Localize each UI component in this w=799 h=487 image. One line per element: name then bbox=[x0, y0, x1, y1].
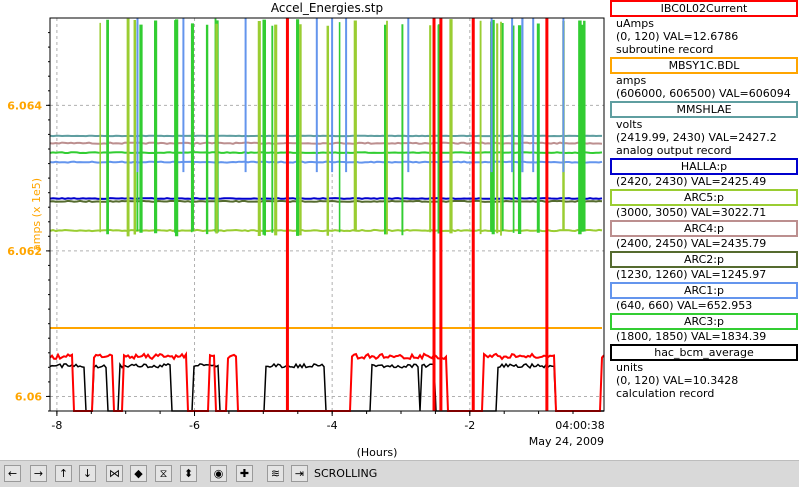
scroll-left-button[interactable]: ← bbox=[4, 465, 21, 482]
x-tick-label: -4 bbox=[327, 419, 338, 432]
series-line bbox=[50, 364, 604, 411]
x-tick-label: -6 bbox=[189, 419, 200, 432]
zoom-in-x-icon: ⋈ bbox=[109, 467, 120, 480]
fit-button[interactable]: ≋ bbox=[267, 465, 284, 482]
zoom-out-y-icon: ⬍ bbox=[184, 467, 193, 480]
scroll-end-button[interactable]: ⇥ bbox=[291, 465, 308, 482]
series-line bbox=[50, 354, 604, 411]
legend-entry-detail: (2420, 2430) VAL=2425.49 bbox=[616, 175, 766, 188]
legend-entry-name[interactable]: ARC2:p bbox=[610, 251, 798, 268]
legend-entry-detail: volts bbox=[616, 118, 642, 131]
legend-entry-detail: (0, 120) VAL=10.3428 bbox=[616, 374, 738, 387]
y-axis-label: amps (x 1e5) bbox=[30, 178, 43, 251]
scroll-down-button[interactable]: ↓ bbox=[79, 465, 96, 482]
scroll-right-button[interactable]: → bbox=[30, 465, 47, 482]
legend-entry-name[interactable]: MBSY1C.BDL bbox=[610, 57, 798, 74]
zoom-out-x-icon: ◆ bbox=[134, 467, 142, 480]
legend-entry-detail: units bbox=[616, 361, 643, 374]
legend-entry-detail: (0, 120) VAL=12.6786 bbox=[616, 30, 738, 43]
status-text: SCROLLING bbox=[314, 467, 377, 480]
legend-entry-name[interactable]: MMSHLAE bbox=[610, 101, 798, 118]
x-tick-label: -2 bbox=[464, 419, 475, 432]
legend-entry-detail: (640, 660) VAL=652.953 bbox=[616, 299, 752, 312]
legend-entry-name[interactable]: IBC0L02Current bbox=[610, 0, 798, 17]
legend-entry-name[interactable]: ARC4:p bbox=[610, 220, 798, 237]
legend-entry-detail: calculation record bbox=[616, 387, 714, 400]
legend-entry-detail: analog output record bbox=[616, 144, 732, 157]
fit-icon: ≋ bbox=[271, 467, 280, 480]
legend-entry-detail: (2400, 2450) VAL=2435.79 bbox=[616, 237, 766, 250]
scroll-end-icon: ⇥ bbox=[295, 467, 304, 480]
x-end-date: May 24, 2009 bbox=[529, 435, 604, 448]
y-tick-label: 6.064 bbox=[7, 99, 42, 112]
legend-entry-name[interactable]: ARC5:p bbox=[610, 189, 798, 206]
zoom-in-x-button[interactable]: ⋈ bbox=[106, 465, 123, 482]
legend-entry-detail: uAmps bbox=[616, 17, 654, 30]
zoom-in-y-button[interactable]: ⧖ bbox=[155, 465, 172, 482]
legend-entry-detail: (606000, 606500) VAL=606094 bbox=[616, 87, 791, 100]
legend-entry-name[interactable]: HALLA:p bbox=[610, 158, 798, 175]
legend-entry-detail: (1800, 1850) VAL=1834.39 bbox=[616, 330, 766, 343]
x-tick-label: -8 bbox=[51, 419, 62, 432]
center-button[interactable]: ✚ bbox=[236, 465, 253, 482]
center-icon: ✚ bbox=[240, 467, 249, 480]
x-axis-label: (Hours) bbox=[357, 446, 398, 459]
zoom-in-y-icon: ⧖ bbox=[160, 467, 168, 480]
scroll-right-icon: → bbox=[34, 467, 43, 480]
legend-entry-name[interactable]: ARC3:p bbox=[610, 313, 798, 330]
autoscale-icon: ◉ bbox=[214, 467, 224, 480]
toolbar: ← → ↑ ↓ ⋈ ◆ ⧖ ⬍ ◉ ✚ ≋ ⇥ SCROLLING bbox=[0, 460, 799, 487]
legend-entry-detail: subroutine record bbox=[616, 43, 713, 56]
zoom-out-x-button[interactable]: ◆ bbox=[130, 465, 147, 482]
legend-entry-name[interactable]: ARC1:p bbox=[610, 282, 798, 299]
scroll-up-icon: ↑ bbox=[59, 467, 68, 480]
legend-entry-detail: amps bbox=[616, 74, 646, 87]
x-end-time: 04:00:38 bbox=[555, 419, 604, 432]
autoscale-button[interactable]: ◉ bbox=[210, 465, 227, 482]
y-tick-label: 6.06 bbox=[15, 390, 42, 403]
legend-entry-name[interactable]: hac_bcm_average bbox=[610, 344, 798, 361]
scroll-left-icon: ← bbox=[8, 467, 17, 480]
scroll-up-button[interactable]: ↑ bbox=[55, 465, 72, 482]
legend-entry-detail: (2419.99, 2430) VAL=2427.2 bbox=[616, 131, 777, 144]
legend-entry-detail: (3000, 3050) VAL=3022.71 bbox=[616, 206, 766, 219]
legend-entry-detail: (1230, 1260) VAL=1245.97 bbox=[616, 268, 766, 281]
scroll-down-icon: ↓ bbox=[83, 467, 92, 480]
zoom-out-y-button[interactable]: ⬍ bbox=[180, 465, 197, 482]
